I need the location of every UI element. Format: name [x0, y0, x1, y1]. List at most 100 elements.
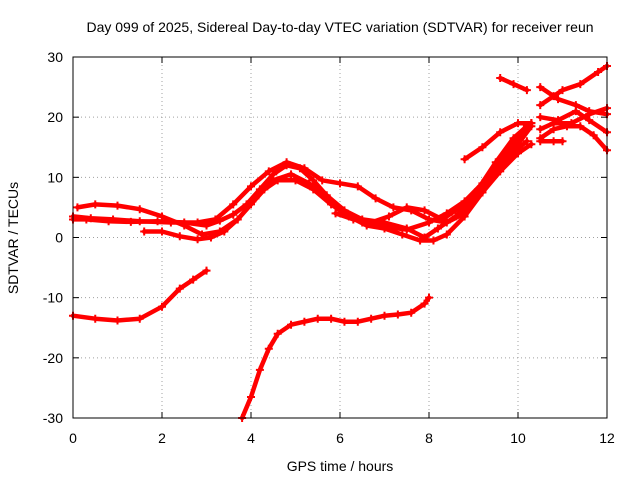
data-point	[514, 119, 522, 128]
y-tick-label: 30	[47, 49, 63, 65]
data-point	[158, 212, 166, 221]
data-point	[113, 316, 122, 325]
data-point	[527, 119, 536, 128]
series-track-g	[70, 268, 209, 323]
data-point	[594, 68, 603, 77]
data-point	[425, 215, 433, 224]
data-point	[135, 205, 144, 214]
data-point	[206, 233, 215, 242]
data-point	[318, 176, 327, 185]
data-point	[189, 275, 198, 284]
data-point	[558, 137, 567, 146]
data-point	[536, 83, 545, 92]
y-tick-label: 20	[47, 109, 63, 125]
data-point	[536, 101, 545, 110]
data-point	[496, 74, 505, 83]
data-point	[509, 80, 518, 89]
data-point	[353, 317, 362, 326]
data-point	[558, 86, 567, 95]
data-point	[491, 158, 500, 167]
data-point	[193, 235, 202, 244]
data-point	[247, 392, 255, 401]
x-tick-label: 0	[69, 430, 77, 446]
data-point	[478, 188, 487, 197]
data-point	[353, 182, 362, 191]
y-tick-label: -20	[43, 350, 63, 366]
x-axis-label: GPS time / hours	[287, 458, 394, 474]
data-point	[589, 131, 598, 140]
data-point	[229, 210, 238, 219]
data-point	[264, 167, 273, 176]
data-point	[433, 224, 442, 233]
data-point	[86, 214, 95, 223]
x-tick-label: 8	[425, 430, 433, 446]
data-point	[478, 143, 487, 152]
axis-ticks: 0 2 4 6 8 10 12 -30 -20 -10 0 10 20 30	[43, 49, 615, 446]
data-point	[135, 314, 144, 323]
data-point	[158, 227, 166, 236]
data-point	[247, 200, 255, 209]
data-point	[438, 215, 447, 224]
data-point	[300, 317, 309, 326]
x-tick-label: 2	[158, 430, 166, 446]
data-point	[429, 236, 438, 245]
data-point	[393, 310, 402, 319]
y-axis-label: SDTVAR / TECUs	[5, 182, 21, 294]
data-point	[73, 203, 82, 212]
data-point	[451, 212, 460, 221]
data-point	[260, 185, 269, 194]
data-point	[549, 137, 558, 146]
data-point	[402, 224, 411, 233]
data-point	[549, 119, 558, 128]
data-point	[109, 215, 118, 224]
data-point	[398, 230, 407, 239]
data-point	[340, 317, 349, 326]
data-point	[300, 164, 309, 173]
data-point	[287, 170, 296, 179]
data-point	[229, 200, 238, 209]
data-point	[175, 284, 184, 293]
data-point	[233, 215, 242, 224]
data-point	[367, 314, 376, 323]
data-point	[327, 200, 336, 209]
data-point	[536, 113, 545, 122]
x-tick-label: 6	[336, 430, 344, 446]
data-point	[402, 203, 411, 212]
data-point	[202, 266, 211, 275]
data-point	[416, 236, 425, 245]
data-point	[175, 232, 184, 241]
data-point	[554, 95, 563, 104]
data-point	[460, 212, 469, 221]
data-point	[273, 176, 282, 185]
data-point	[522, 86, 531, 95]
data-point	[460, 155, 469, 164]
data-point	[576, 122, 585, 131]
data-point	[496, 167, 505, 176]
data-point	[496, 128, 505, 137]
data-point	[425, 293, 433, 302]
data-point	[180, 221, 189, 230]
data-point	[567, 119, 576, 128]
data-point	[282, 158, 291, 167]
data-point	[309, 185, 318, 194]
data-point	[220, 227, 229, 236]
data-point	[331, 209, 340, 218]
data-point	[113, 201, 122, 210]
data-point	[585, 110, 594, 119]
y-tick-label: -30	[43, 410, 63, 426]
grid-lines	[73, 57, 607, 418]
data-point	[367, 218, 376, 227]
x-tick-label: 10	[510, 430, 526, 446]
data-point	[336, 179, 344, 188]
data-point	[313, 314, 322, 323]
data-point	[349, 215, 358, 224]
chart-title: Day 099 of 2025, Sidereal Day-to-day VTE…	[86, 19, 593, 35]
series-track-h	[239, 295, 432, 421]
data-point	[91, 200, 100, 209]
data-point	[505, 152, 514, 161]
data-point	[247, 182, 255, 191]
data-point	[158, 302, 166, 311]
data-point	[576, 80, 585, 89]
x-tick-label: 4	[247, 430, 255, 446]
